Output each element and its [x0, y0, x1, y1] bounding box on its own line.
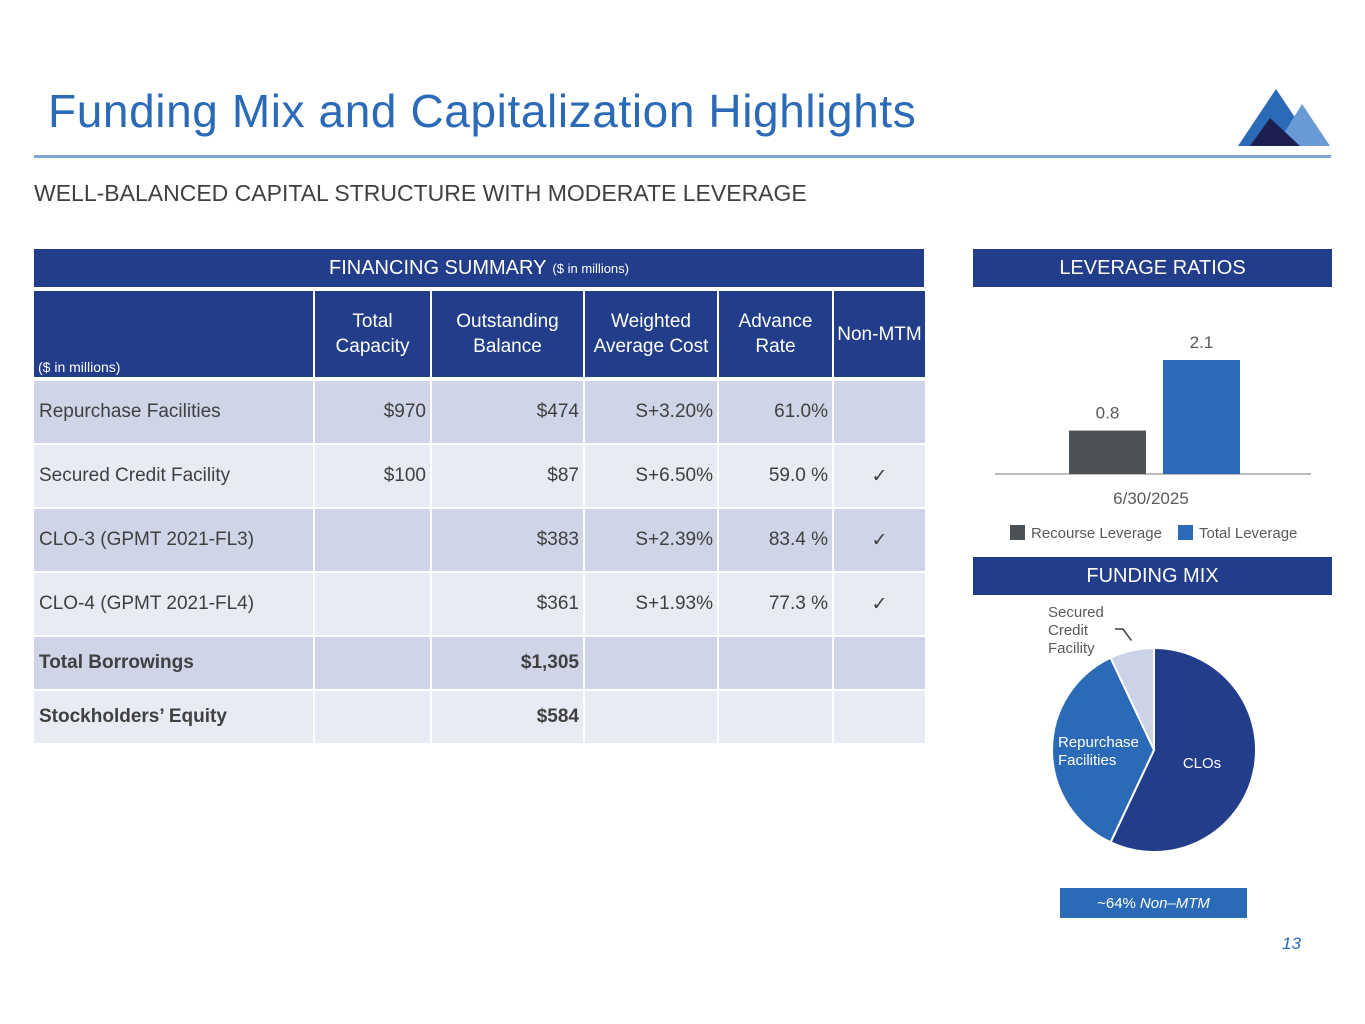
table-row: Secured Credit Facility $100 $87 S+6.50%… [34, 444, 925, 509]
bar-total-leverage [1163, 360, 1240, 474]
table-row: CLO-4 (GPMT 2021-FL4) $361 S+1.93% 77.3 … [34, 572, 925, 637]
advance-rate-cell: 83.4 % [718, 508, 834, 573]
advance-rate-cell: 61.0% [718, 379, 834, 445]
col-header-weighted-average-cost: Weighted Average Cost [584, 291, 719, 381]
total-capacity-cell [314, 572, 432, 637]
row-name: CLO-3 (GPMT 2021-FL3) [34, 508, 315, 573]
funding-mix-chart: CLOs Repurchase Facilities Secured Credit Fac… [1048, 604, 1257, 853]
empty-cell [314, 690, 432, 745]
weighted-cost-cell: S+6.50% [584, 444, 719, 509]
financing-summary-header: FINANCING SUMMARY ($ in millions) [34, 249, 924, 287]
non-mtm-cell [833, 379, 925, 445]
total-borrowings-row: Total Borrowings $1,305 [34, 636, 925, 691]
outstanding-balance-cell: $361 [431, 572, 585, 637]
checkmark-icon: ✓ [833, 508, 925, 573]
bar-recourse-leverage [1069, 430, 1146, 474]
row-name: Secured Credit Facility [34, 444, 315, 509]
advance-rate-cell: 77.3 % [718, 572, 834, 637]
weighted-cost-cell: S+1.93% [584, 572, 719, 637]
financing-summary-table: ($ in millions) Total Capacity Outstandi… [34, 291, 925, 745]
x-tick-label: 6/30/2025 [1113, 489, 1189, 508]
weighted-cost-cell: S+3.20% [584, 379, 719, 445]
col-header-advance-rate: Advance Rate [718, 291, 834, 381]
bar-value-label: 0.8 [1096, 404, 1120, 423]
checkmark-icon: ✓ [833, 444, 925, 509]
non-mtm-label: Non–MTM [1139, 894, 1210, 912]
pie-leader-line [1115, 628, 1132, 641]
empty-cell [584, 690, 719, 745]
row-name: Stockholders’ Equity [34, 690, 315, 745]
outstanding-balance-cell: $87 [431, 444, 585, 509]
stockholders-equity-row: Stockholders’ Equity $584 [34, 690, 925, 745]
empty-cell [833, 690, 925, 745]
legend-swatch [1010, 525, 1025, 540]
col-header-outstanding-balance: Outstanding Balance [431, 291, 585, 381]
outstanding-balance-cell: $1,305 [431, 636, 585, 691]
advance-rate-cell: 59.0 % [718, 444, 834, 509]
financing-summary-units: ($ in millions) [552, 260, 629, 276]
funding-mix-header: FUNDING MIX [973, 557, 1332, 595]
outstanding-balance-cell: $474 [431, 379, 585, 445]
table-row: CLO-3 (GPMT 2021-FL3) $383 S+2.39% 83.4 … [34, 508, 925, 573]
financing-summary-title: FINANCING SUMMARY [329, 256, 547, 279]
empty-cell [718, 690, 834, 745]
checkmark-icon: ✓ [833, 572, 925, 637]
total-capacity-cell [314, 508, 432, 573]
title-divider [34, 155, 1331, 158]
col-header-total-capacity: Total Capacity [314, 291, 432, 381]
row-name: Total Borrowings [34, 636, 315, 691]
section-subtitle: WELL-BALANCED CAPITAL STRUCTURE WITH MOD… [34, 180, 807, 206]
weighted-cost-cell: S+2.39% [584, 508, 719, 573]
leverage-ratios-chart: 0.8 2.1 6/30/2025 Recourse Leverage Total Le… [995, 333, 1311, 542]
units-header: ($ in millions) [34, 291, 315, 381]
legend-label: Recourse Leverage [1031, 525, 1162, 542]
bar-value-label: 2.1 [1190, 333, 1214, 352]
row-name: CLO-4 (GPMT 2021-FL4) [34, 572, 315, 637]
non-mtm-percent: ~64% [1097, 894, 1136, 912]
total-capacity-cell: $970 [314, 379, 432, 445]
outstanding-balance-cell: $584 [431, 690, 585, 745]
company-logo [1238, 89, 1330, 146]
empty-cell [718, 636, 834, 691]
outstanding-balance-cell: $383 [431, 508, 585, 573]
pie-label-secured-credit-facility: Secured Credit Facility [1048, 604, 1104, 657]
table-header-row: ($ in millions) Total Capacity Outstandi… [34, 291, 925, 381]
pie-slice-repurchase-facilities [1051, 656, 1156, 844]
table-row: Repurchase Facilities $970 $474 S+3.20% … [34, 379, 925, 445]
non-mtm-badge: ~64% Non–MTM [1060, 888, 1247, 918]
legend-swatch [1178, 525, 1193, 540]
page-number: 13 [1282, 934, 1301, 953]
empty-cell [314, 636, 432, 691]
row-name: Repurchase Facilities [34, 379, 315, 445]
empty-cell [833, 636, 925, 691]
pie-label-clos: CLOs [1183, 755, 1221, 772]
logo-peak-right [1276, 104, 1330, 146]
col-header-non-mtm: Non-MTM [833, 291, 925, 381]
empty-cell [584, 636, 719, 691]
pie-slice-secured-credit-facility [1109, 646, 1155, 751]
total-capacity-cell: $100 [314, 444, 432, 509]
page-title: Funding Mix and Capitalization Highlight… [48, 85, 917, 137]
legend-label: Total Leverage [1199, 525, 1297, 542]
leverage-ratios-header: LEVERAGE RATIOS [973, 249, 1332, 287]
logo-peak-front [1250, 118, 1300, 146]
pie-label-repurchase-facilities: Repurchase Facilities [1058, 734, 1139, 769]
pie-slice-clos [1109, 646, 1257, 853]
